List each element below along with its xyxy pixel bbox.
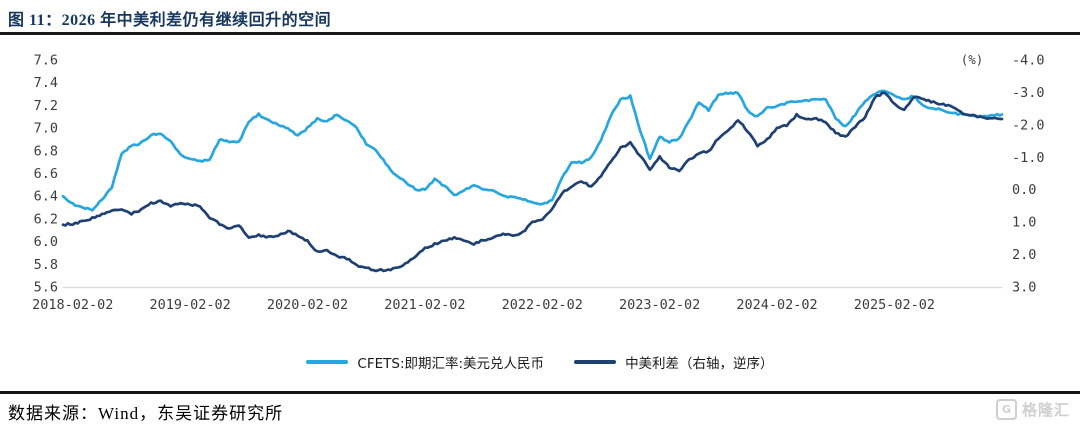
figure-title: 图 11：2026 年中美利差仍有继续回升的空间 [8,12,332,29]
gelonghui-watermark: G 格隆汇 [995,399,1070,420]
svg-text:2018-02-02: 2018-02-02 [32,297,113,313]
svg-text:2019-02-02: 2019-02-02 [150,297,231,313]
svg-text:2023-02-02: 2023-02-02 [619,297,700,313]
legend-label-cfets: CFETS:即期汇率:美元兑人民币 [357,356,545,372]
svg-text:2024-02-02: 2024-02-02 [736,297,817,313]
footer-divider [0,391,1080,394]
svg-text:2025-02-02: 2025-02-02 [854,297,935,313]
svg-text:2.0: 2.0 [1012,247,1036,263]
svg-text:-4.0: -4.0 [1012,53,1045,69]
spread-series-line [61,91,1004,273]
svg-text:7.4: 7.4 [34,75,58,91]
x-axis-ticks: 2018-02-02 2019-02-02 2020-02-02 2021-02-02… [32,297,935,313]
svg-text:7.2: 7.2 [34,98,58,114]
svg-text:-1.0: -1.0 [1012,150,1045,166]
gelonghui-watermark-text: 格隆汇 [1021,401,1070,419]
svg-text:-2.0: -2.0 [1012,117,1045,133]
svg-text:2020-02-02: 2020-02-02 [267,297,348,313]
svg-text:6.8: 6.8 [34,143,58,159]
svg-text:5.6: 5.6 [34,280,58,296]
svg-text:5.8: 5.8 [34,257,58,273]
legend-item-cfets: CFETS:即期汇率:美元兑人民币 [306,352,544,372]
gelonghui-logo-icon: G [995,399,1017,420]
svg-text:2022-02-02: 2022-02-02 [502,297,583,313]
left-axis-ticks: 7.6 7.4 7.2 7.0 6.8 6.6 6.4 6.2 6.0 5.8 5.6 [34,53,58,296]
data-source-note: 数据来源：Wind，东吴证券研究所 [8,404,284,423]
right-axis-unit-label: (%) [961,52,984,67]
svg-text:3.0: 3.0 [1012,280,1036,296]
title-divider [0,32,1080,35]
svg-text:-3.0: -3.0 [1012,85,1045,101]
svg-text:1.0: 1.0 [1012,215,1036,231]
legend-item-spread: 中美利差（右轴，逆序） [574,352,774,372]
right-axis-ticks: -4.0 -3.0 -2.0 -1.0 0.0 1.0 2.0 3.0 (%) [961,52,1045,296]
legend-label-spread: 中美利差（右轴，逆序） [625,356,774,372]
chart-legend: CFETS:即期汇率:美元兑人民币 中美利差（右轴，逆序） [0,352,1080,372]
cfets-line-swatch [306,360,349,364]
svg-text:6.4: 6.4 [34,189,58,205]
spread-line-swatch [574,360,617,364]
svg-text:2021-02-02: 2021-02-02 [384,297,465,313]
svg-text:6.6: 6.6 [34,166,58,182]
svg-text:6.0: 6.0 [34,234,58,250]
cfets-series-line [61,89,1004,212]
svg-text:6.2: 6.2 [34,211,58,227]
svg-text:0.0: 0.0 [1012,182,1036,198]
svg-text:7.6: 7.6 [34,53,58,69]
svg-text:7.0: 7.0 [34,121,58,137]
